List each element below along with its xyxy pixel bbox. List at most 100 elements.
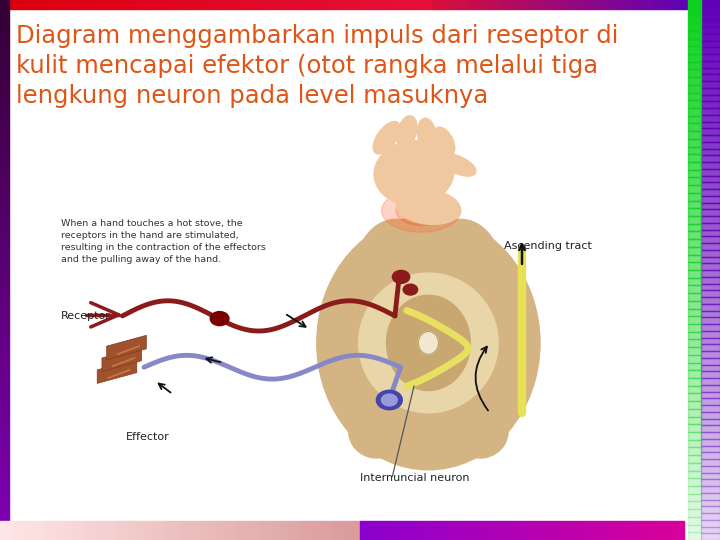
Bar [256, 0, 259, 9]
Bar [701, 310, 720, 317]
Bar [65, 521, 72, 540]
Bar [0, 43, 9, 54]
Bar [554, 0, 558, 9]
Bar [72, 521, 79, 540]
Bar [701, 513, 720, 519]
Bar [688, 502, 701, 509]
Bar [392, 0, 396, 9]
Bar [541, 521, 548, 540]
Bar [533, 0, 536, 9]
Bar [688, 23, 701, 31]
Bar [68, 0, 72, 9]
Bar [29, 521, 36, 540]
Bar [421, 0, 425, 9]
Bar [166, 521, 173, 540]
Bar [266, 0, 270, 9]
Bar [382, 0, 385, 9]
Bar [241, 0, 245, 9]
Bar [277, 0, 281, 9]
Bar [0, 173, 9, 184]
Bar [65, 0, 68, 9]
Bar [50, 0, 54, 9]
Bar [503, 521, 509, 540]
Bar [500, 0, 504, 9]
Bar [701, 284, 720, 291]
Bar [701, 168, 720, 176]
Bar [652, 0, 655, 9]
Bar [0, 443, 9, 454]
Bar [482, 0, 486, 9]
Bar [612, 0, 616, 9]
Bar [252, 0, 256, 9]
Bar [306, 0, 310, 9]
Bar [166, 0, 169, 9]
Bar [701, 54, 720, 60]
Bar [701, 115, 720, 122]
Bar [701, 122, 720, 128]
Bar [108, 0, 112, 9]
Bar [688, 38, 701, 46]
Bar [701, 446, 720, 453]
Bar [101, 0, 104, 9]
Bar [701, 6, 720, 14]
Bar [493, 0, 497, 9]
Bar [509, 521, 516, 540]
Bar [223, 521, 230, 540]
Bar [587, 0, 590, 9]
Bar [274, 0, 277, 9]
Bar [0, 54, 9, 65]
Bar [504, 0, 508, 9]
Bar [626, 0, 630, 9]
Bar [0, 475, 9, 486]
Bar [688, 185, 701, 193]
Bar [364, 0, 367, 9]
Bar [0, 0, 9, 11]
Ellipse shape [374, 140, 454, 205]
Bar [371, 0, 374, 9]
Bar [637, 0, 641, 9]
Bar [701, 27, 720, 33]
Bar [701, 351, 720, 357]
Bar [86, 0, 90, 9]
Ellipse shape [396, 191, 461, 225]
Bar [688, 262, 701, 270]
Bar [606, 521, 613, 540]
Bar [688, 394, 701, 401]
Bar [18, 0, 22, 9]
Circle shape [403, 284, 418, 295]
Bar [688, 92, 701, 100]
Bar [158, 521, 166, 540]
Bar [414, 0, 418, 9]
Bar [50, 521, 58, 540]
Bar [191, 0, 194, 9]
Bar [701, 189, 720, 195]
Bar [0, 119, 9, 130]
Bar [701, 243, 720, 249]
Bar [418, 521, 425, 540]
Bar [540, 0, 544, 9]
Bar [688, 332, 701, 340]
Bar [701, 405, 720, 411]
Bar [439, 0, 443, 9]
Bar [688, 347, 701, 355]
Bar [148, 0, 151, 9]
Bar [701, 74, 720, 81]
Bar [655, 0, 659, 9]
Bar [328, 0, 331, 9]
Ellipse shape [418, 118, 436, 152]
Bar [137, 0, 140, 9]
Bar [701, 357, 720, 364]
Bar [701, 128, 720, 135]
Bar [706, 0, 709, 9]
Bar [673, 0, 677, 9]
Bar [688, 85, 701, 92]
Bar [688, 193, 701, 200]
Bar [0, 216, 9, 227]
Circle shape [392, 271, 410, 284]
Bar [716, 0, 720, 9]
Bar [641, 0, 644, 9]
Bar [601, 0, 605, 9]
Bar [567, 521, 574, 540]
Bar [688, 139, 701, 146]
Bar [688, 517, 701, 524]
